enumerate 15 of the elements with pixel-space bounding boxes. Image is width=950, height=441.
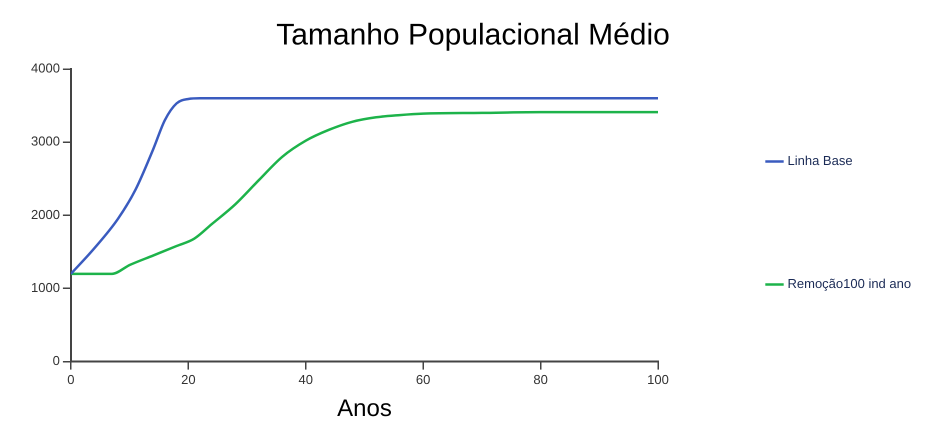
x-tick-label: 20 (181, 372, 196, 387)
x-tick-label: 40 (298, 372, 313, 387)
x-tick-label: 80 (533, 372, 548, 387)
x-tick-label: 60 (416, 372, 430, 387)
x-axis-title: Anos (337, 395, 392, 422)
legend-label: Linha Base (788, 153, 853, 168)
x-tick-label: 0 (67, 372, 75, 387)
chart-title: Tamanho Populacional Médio (276, 18, 670, 52)
y-tick-label: 4000 (31, 60, 60, 76)
y-tick-label: 3000 (31, 134, 60, 149)
y-tick-label: 0 (52, 353, 60, 368)
legend-label: Remoção100 ind ano (788, 276, 912, 292)
y-tick-label: 2000 (31, 206, 60, 222)
x-tick-label: 100 (647, 372, 669, 387)
y-tick-label: 1000 (31, 280, 60, 296)
